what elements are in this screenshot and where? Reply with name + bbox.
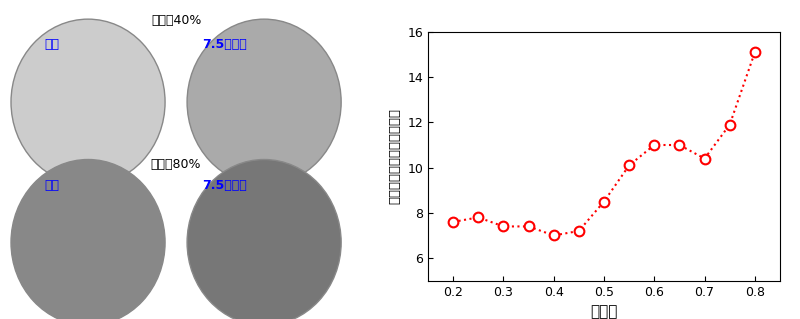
Ellipse shape	[11, 19, 165, 185]
Text: 7.5回転後: 7.5回転後	[202, 179, 246, 192]
Ellipse shape	[11, 160, 165, 319]
Ellipse shape	[187, 19, 341, 185]
Text: 初期: 初期	[44, 179, 59, 192]
Text: 充填甄40%: 充填甄40%	[151, 14, 202, 27]
Ellipse shape	[187, 160, 341, 319]
Text: 7.5回転後: 7.5回転後	[202, 38, 246, 51]
Text: 初期: 初期	[44, 38, 59, 51]
Text: 充填甄80%: 充填甄80%	[151, 158, 202, 171]
Y-axis label: 完全混合に必要な回転回数: 完全混合に必要な回転回数	[389, 108, 402, 204]
X-axis label: 充填率: 充填率	[590, 304, 618, 319]
